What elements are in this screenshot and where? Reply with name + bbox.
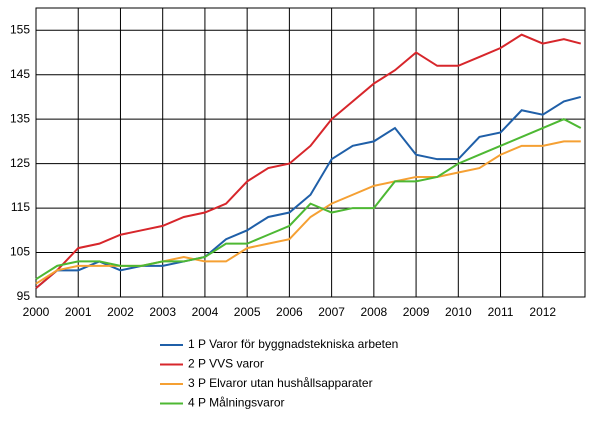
y-tick-label: 135 [10,111,30,125]
plot-frame [35,7,586,298]
y-tick-label: 105 [10,245,30,259]
x-tick-label: 2003 [149,305,176,319]
series-line [35,140,581,285]
x-tick-label: 2011 [488,305,514,319]
x-tick-label: 2008 [360,305,387,319]
x-tick-label: 2007 [318,305,345,319]
series-line [35,95,582,289]
x-tick-label: 2010 [445,305,472,319]
legend-label: 1 P Varor för byggnadstekniska arbeten [188,337,398,351]
x-tick-label: 2005 [234,305,261,319]
y-tick-label: 115 [11,200,30,214]
series-line [35,33,582,289]
x-tick-label: 2001 [65,305,92,319]
y-tick-label: 95 [17,289,31,303]
x-tick-label: 2002 [107,305,134,319]
x-tick-label: 2004 [192,305,219,319]
x-tick-label: 2009 [403,305,430,319]
x-tick-label: 2000 [23,305,50,319]
y-tick-label: 145 [10,67,30,81]
x-tick-label: 2006 [276,305,303,319]
legend-label: 2 P VVS varor [188,357,264,371]
x-tick-label: 2012 [529,305,556,319]
y-tick-label: 125 [10,156,30,170]
legend-label: 4 P Målningsvaror [188,396,285,410]
y-tick-label: 155 [10,22,30,36]
legend-label: 3 P Elvaror utan hushållsapparater [188,376,373,390]
series-line [35,118,582,281]
